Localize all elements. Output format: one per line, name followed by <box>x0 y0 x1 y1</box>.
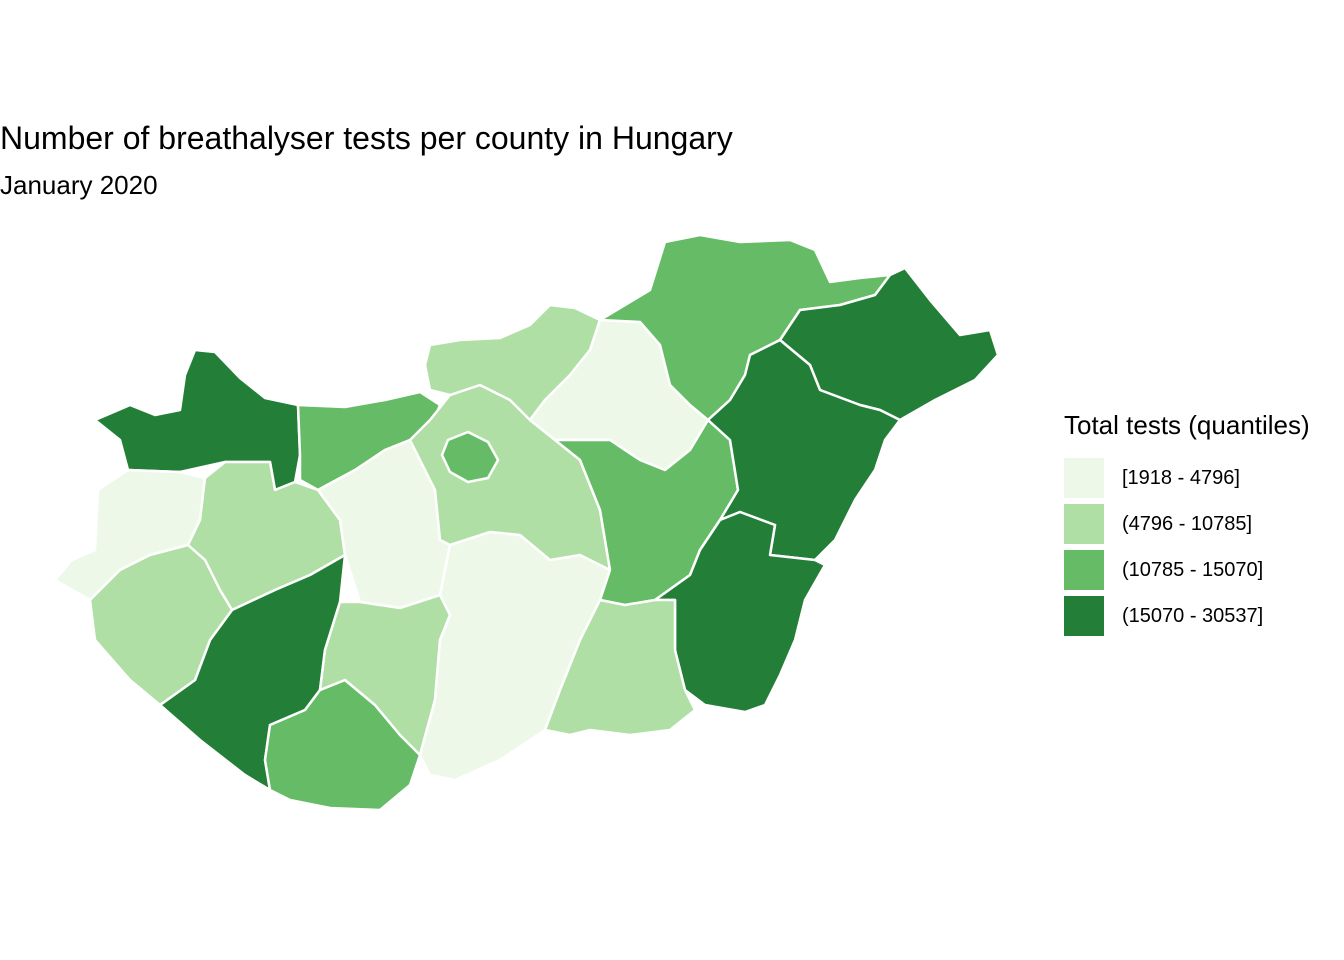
legend-label: [1918 - 4796] <box>1122 466 1240 489</box>
legend-label: (15070 - 30537] <box>1122 604 1264 627</box>
legend-item: [1918 - 4796] <box>1064 455 1310 501</box>
legend-title: Total tests (quantiles) <box>1064 410 1310 440</box>
region-6[interactable] <box>88 543 234 707</box>
chart-title: Number of breathalyser tests per county … <box>0 120 733 156</box>
region-19[interactable] <box>543 598 697 737</box>
legend-item: (4796 - 10785] <box>1064 501 1310 547</box>
legend-swatch <box>1064 596 1104 636</box>
legend-swatch <box>1064 504 1104 544</box>
chart-subtitle: January 2020 <box>0 170 158 200</box>
legend-label: (4796 - 10785] <box>1122 512 1253 535</box>
region-17[interactable] <box>706 338 902 562</box>
legend-swatch <box>1064 550 1104 590</box>
legend-item: (10785 - 15070] <box>1064 547 1310 593</box>
legend-item: (15070 - 30537] <box>1064 593 1310 639</box>
region-11[interactable] <box>440 430 500 484</box>
legend-items: [1918 - 4796] (4796 - 10785] (10785 - 1507… <box>1064 455 1310 639</box>
legend: Total tests (quantiles) [1918 - 4796] (47… <box>1064 410 1310 639</box>
legend-label: (10785 - 15070] <box>1122 558 1264 581</box>
legend-swatch <box>1064 458 1104 498</box>
